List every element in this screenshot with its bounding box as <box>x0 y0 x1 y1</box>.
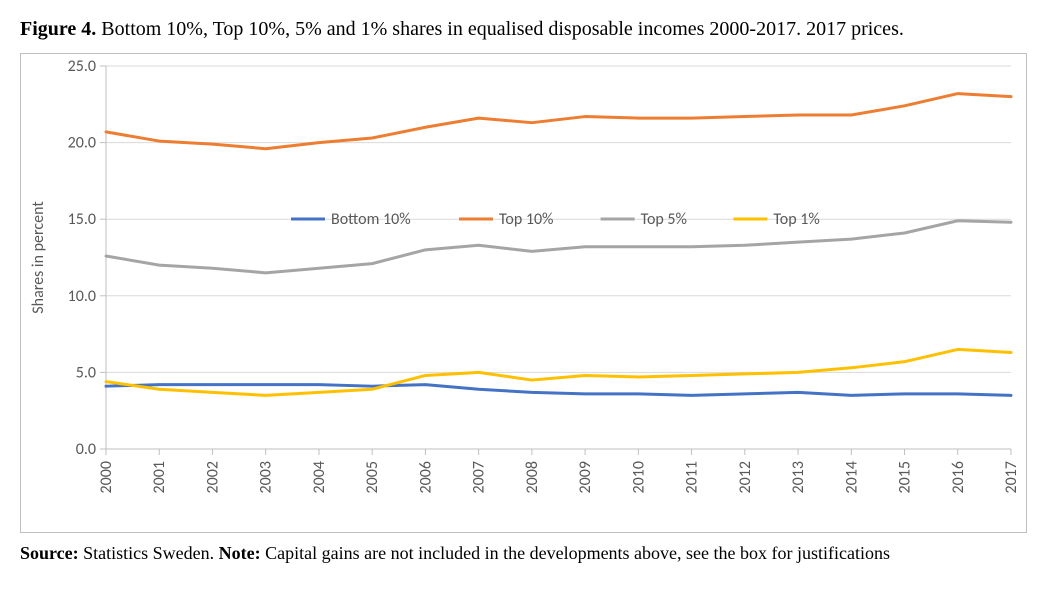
y-tick-label: 5.0 <box>76 363 96 382</box>
legend-label: Top 10% <box>499 210 554 229</box>
x-tick-label: 2011 <box>683 461 702 493</box>
line-chart: 0.0 5.0 10.0 15.0 20.0 25.0 2000 2001 2002 2003 20… <box>21 54 1026 532</box>
y-tick-label: 25.0 <box>68 57 96 76</box>
x-tick-label: 2010 <box>629 461 648 493</box>
x-tick-label: 2004 <box>310 461 329 493</box>
figure-caption: Figure 4. Bottom 10%, Top 10%, 5% and 1%… <box>20 16 1027 43</box>
source-label: Source: <box>20 543 79 563</box>
y-tick-label: 10.0 <box>68 287 96 306</box>
y-axis-label: Shares in percent <box>29 201 48 314</box>
x-tick-label: 2002 <box>203 461 222 493</box>
y-tick-label: 20.0 <box>68 134 96 153</box>
x-tick-label: 2012 <box>736 461 755 493</box>
x-tick-label: 2001 <box>150 461 169 493</box>
figure-label: Figure 4. <box>20 18 96 40</box>
x-tick-label: 2008 <box>523 461 542 493</box>
x-tick-label: 2006 <box>416 461 435 493</box>
x-tick-label: 2017 <box>1002 461 1021 493</box>
x-tick-label: 2015 <box>896 461 915 493</box>
x-tick-label: 2003 <box>257 461 276 493</box>
x-tick-label: 2014 <box>842 461 861 493</box>
legend-label: Top 1% <box>773 210 819 229</box>
x-tick-label: 2007 <box>470 461 489 493</box>
note-text: Capital gains are not included in the de… <box>261 543 890 563</box>
x-tick-label: 2016 <box>949 461 968 493</box>
chart-frame: 0.0 5.0 10.0 15.0 20.0 25.0 2000 2001 2002 2003 20… <box>20 53 1027 533</box>
x-tick-label: 2000 <box>97 461 116 493</box>
legend-label: Top 5% <box>641 210 687 229</box>
legend-label: Bottom 10% <box>331 210 411 229</box>
x-tick-label: 2005 <box>363 461 382 493</box>
y-tick-label: 0.0 <box>76 440 96 459</box>
note-label: Note: <box>219 543 261 563</box>
figure-title: Bottom 10%, Top 10%, 5% and 1% shares in… <box>96 18 904 40</box>
x-tick-label: 2013 <box>789 461 808 493</box>
source-text: Statistics Sweden. <box>79 543 219 563</box>
x-tick-label: 2009 <box>576 461 595 493</box>
figure-footer: Source: Statistics Sweden. Note: Capital… <box>20 541 1027 565</box>
y-tick-label: 15.0 <box>68 210 96 229</box>
